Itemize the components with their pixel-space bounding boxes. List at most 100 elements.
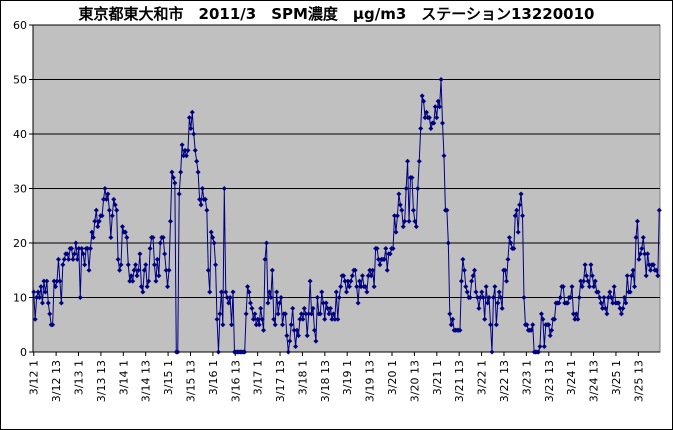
data-point — [640, 235, 646, 241]
data-point — [134, 273, 140, 279]
data-point — [47, 311, 53, 317]
data-point — [637, 251, 643, 257]
data-point — [242, 349, 248, 355]
data-point — [480, 295, 486, 300]
data-point — [227, 295, 233, 300]
data-point — [570, 311, 576, 317]
data-point — [35, 289, 41, 295]
data-point — [106, 207, 112, 213]
data-point — [435, 98, 441, 104]
data-point — [541, 344, 547, 350]
data-point — [211, 240, 217, 246]
data-point — [108, 235, 114, 241]
data-point — [586, 284, 592, 290]
data-point — [572, 316, 578, 322]
data-point — [367, 267, 373, 273]
data-point — [298, 311, 304, 317]
data-point — [341, 273, 347, 279]
data-point — [489, 349, 495, 355]
data-point — [198, 202, 204, 208]
data-point — [282, 311, 288, 317]
data-point — [220, 322, 226, 328]
data-point — [288, 322, 294, 328]
data-point — [143, 262, 149, 268]
data-point — [166, 267, 172, 273]
data-point — [297, 316, 303, 322]
data-point — [438, 77, 444, 82]
data-point — [54, 278, 60, 284]
data-point — [268, 295, 274, 300]
data-point — [114, 207, 120, 213]
data-point — [167, 218, 173, 224]
data-point — [332, 316, 338, 322]
data-point — [112, 202, 118, 208]
data-point — [601, 295, 607, 300]
data-point — [610, 300, 616, 306]
data-point — [271, 316, 277, 322]
data-point — [301, 305, 307, 311]
data-point — [247, 300, 253, 306]
data-point — [199, 186, 205, 191]
data-point — [581, 278, 587, 284]
data-point — [634, 218, 640, 224]
data-point — [476, 305, 482, 311]
data-point — [344, 289, 349, 295]
data-point — [530, 322, 536, 328]
data-point — [410, 207, 416, 213]
data-point — [400, 224, 406, 230]
data-point — [44, 278, 50, 284]
data-point — [360, 273, 366, 279]
data-point — [207, 289, 213, 295]
data-point — [31, 289, 37, 295]
data-point — [485, 300, 491, 306]
data-point — [189, 109, 195, 115]
data-point — [447, 311, 453, 317]
data-point — [560, 284, 566, 290]
data-point — [477, 295, 483, 300]
data-point — [269, 267, 275, 273]
data-point — [295, 333, 301, 339]
data-point — [128, 273, 134, 279]
data-point — [45, 300, 51, 306]
data-point — [51, 278, 57, 284]
data-point — [569, 284, 575, 290]
data-point — [585, 278, 591, 284]
data-point — [226, 300, 232, 306]
data-point — [109, 213, 115, 219]
data-point — [362, 284, 368, 290]
data-point — [156, 273, 162, 279]
data-point — [607, 289, 613, 295]
x-tick-label: 3/13 1 — [73, 360, 86, 395]
data-point — [479, 289, 485, 295]
data-point — [419, 93, 425, 99]
data-point — [605, 295, 611, 300]
data-point — [413, 224, 419, 230]
data-point — [582, 262, 588, 268]
data-point — [274, 289, 280, 295]
data-point — [600, 305, 606, 311]
data-point — [384, 267, 390, 273]
data-point — [623, 300, 629, 306]
data-point — [469, 278, 475, 284]
data-point — [320, 300, 326, 306]
data-point — [445, 240, 451, 246]
data-point — [514, 207, 520, 213]
data-point — [82, 262, 88, 268]
data-point — [215, 349, 221, 355]
data-point — [96, 218, 102, 224]
data-point — [405, 158, 411, 164]
data-point — [374, 245, 380, 251]
data-point — [74, 256, 80, 262]
data-point — [103, 196, 109, 202]
data-point — [304, 333, 310, 339]
data-point — [293, 344, 299, 350]
x-tick-label: 3/14 13 — [140, 360, 153, 402]
data-point — [486, 295, 492, 300]
data-point — [549, 327, 555, 333]
x-tick-label: 3/14 1 — [117, 360, 130, 395]
data-point — [624, 273, 630, 279]
data-point — [146, 278, 152, 284]
data-point — [99, 213, 105, 219]
data-point — [272, 322, 278, 328]
data-point — [440, 120, 446, 126]
